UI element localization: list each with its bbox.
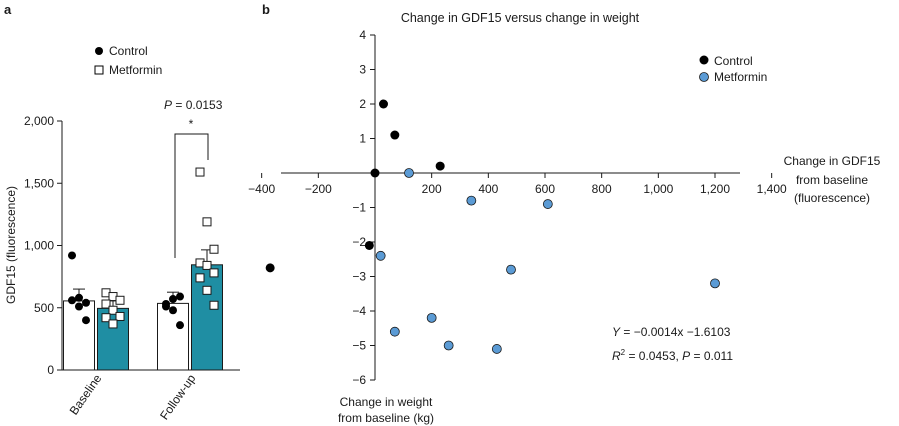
a-significance-bracket [174,133,209,258]
b-point-metformin [389,326,400,337]
b-y-tick-label: −5 [352,339,366,353]
a-point-metformin [115,311,125,321]
b-y-tick-label: 3 [359,63,366,77]
b-r-squared: R2 = 0.0453, P = 0.011 [612,348,733,363]
a-point-metformin [101,299,111,309]
b-y-tick-label: −6 [352,373,366,387]
b-point-metformin [375,250,386,261]
b-legend-metformin-marker [699,72,709,82]
a-point-metformin [202,260,212,270]
b-x-tick-label: 400 [478,182,498,196]
a-point-metformin [108,305,118,315]
a-point-control [68,251,76,260]
a-point-metformin [101,313,111,323]
b-legend-metformin-label: Metformin [714,70,767,84]
b-point-metformin [542,199,553,209]
a-point-metformin [108,319,118,329]
b-point-metformin [506,264,516,275]
b-y-tick-label: −1 [352,201,366,215]
a-point-control [75,302,83,311]
b-point-control [379,99,388,109]
b-y-axis-label-line2: from baseline (kg) [338,411,434,425]
b-point-control [265,263,275,273]
a-point-control [169,306,177,315]
b-y-tick-label: 2 [359,97,366,111]
b-x-tick-label: 1,400 [757,182,787,196]
a-y-axis-label: GDF15 (fluorescence) [4,186,18,304]
a-x-category-label: Baseline [67,371,105,417]
b-y-tick-label: 4 [359,28,366,42]
b-y-tick-label: −3 [352,270,366,284]
panel-a-chart: 0 500 1,000 1,500 2,000 Baseline Follow-up GD… [4,44,240,422]
b-point-metformin [426,312,437,323]
a-y-tick-label: 500 [34,301,54,315]
a-legend-metformin-label: Metformin [109,63,162,77]
a-point-control [82,298,90,307]
a-point-control [82,316,90,325]
b-equation: Y = −0.0014x −1.6103 [612,325,731,339]
a-point-metformin [209,268,219,278]
a-y-tick-label: 2,000 [24,114,54,128]
a-y-tick-label: 0 [47,363,54,377]
panel-a-label: a [4,2,12,17]
a-x-category-label: Follow-up [157,371,198,422]
a-legend-metformin-marker [94,65,104,75]
a-point-control [75,293,83,302]
panel-b-label: b [262,2,270,17]
a-point-metformin [195,167,205,177]
a-point-metformin [209,300,219,310]
b-point-metformin [404,168,414,178]
b-point-control [435,161,445,171]
a-significance-star: * [189,117,194,131]
a-point-control [176,321,184,330]
a-point-control [68,296,76,305]
a-y-tick-label: 1,000 [24,239,54,253]
b-point-metformin [466,195,477,206]
a-bar-control [157,302,189,371]
b-x-tick-label: 1,200 [700,182,730,196]
b-point-control [364,240,374,250]
a-legend-control-marker [95,47,103,55]
a-point-metformin [202,285,212,295]
b-x-axis-label-line1: Change in GDF15 [784,154,881,168]
a-point-control [162,302,170,311]
b-x-axis-label-line3: (fluorescence) [794,191,870,205]
a-bar-control [63,300,95,371]
b-y-tick-label: −2 [352,235,366,249]
b-x-axis-label-line2: from baseline [796,173,868,187]
a-legend-control-label: Control [109,44,148,58]
b-x-tick-label: 600 [535,182,555,196]
b-point-control [390,130,400,140]
a-point-metformin [195,273,205,283]
b-x-tick-label: 200 [422,182,442,196]
b-y-tick-label: −4 [352,304,366,318]
a-y-tick-label: 1,500 [24,176,54,190]
panel-b-chart: Change in GDF15 versus change in weight … [248,11,881,425]
a-p-value: P = 0.0153 [164,98,223,112]
a-point-control [169,295,177,304]
a-point-metformin [209,244,219,254]
a-point-metformin [115,295,125,305]
b-x-tick-label: −400 [248,182,275,196]
b-point-metformin [443,340,454,351]
b-title: Change in GDF15 versus change in weight [401,11,640,25]
b-x-tick-label: 1,000 [643,182,673,196]
b-y-tick-label: 1 [359,132,366,146]
b-point-metformin [491,344,502,354]
b-point-control [370,168,380,178]
b-legend-control-label: Control [714,54,753,68]
b-y-axis-label-line1: Change in weight [340,395,433,409]
b-legend-control-marker [699,55,709,65]
b-point-metformin [710,278,720,289]
b-x-tick-label: 800 [592,182,612,196]
b-x-tick-label: −200 [305,182,332,196]
a-point-control [176,292,184,301]
a-point-metformin [202,217,212,227]
